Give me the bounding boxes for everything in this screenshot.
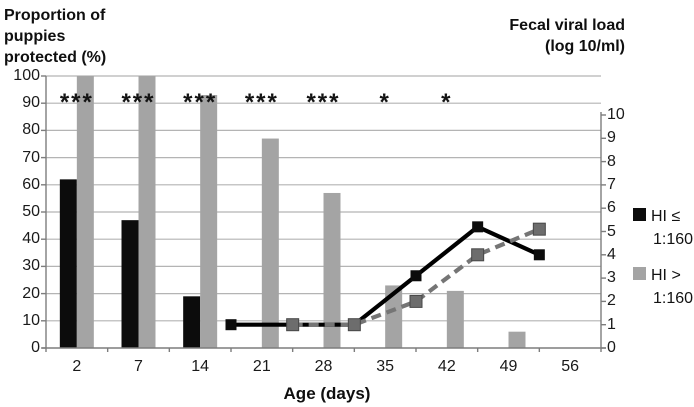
- bar-hi-gt-160-day-14: [200, 95, 218, 348]
- legend-item-hi-le-160: HI ≤ 1:160: [631, 205, 694, 251]
- x-axis-label-14: 14: [191, 358, 210, 375]
- left-axis-label-20: 20: [22, 284, 40, 302]
- right-axis-title-line2: (log 10/ml): [544, 38, 625, 55]
- legend-swatch-gray-square-icon: [633, 267, 646, 280]
- x-axis-label-28: 28: [314, 358, 333, 375]
- right-axis-label-1: 1: [607, 315, 616, 333]
- left-axis-label-0: 0: [31, 339, 40, 356]
- bar-hi-gt-160-day-49: [508, 331, 526, 348]
- x-axis-label-49: 49: [499, 358, 518, 375]
- marker-point-0: [286, 318, 300, 332]
- right-axis-label-6: 6: [607, 199, 616, 217]
- left-axis-title-line1: Proportion of: [4, 7, 106, 24]
- legend-label-line2: 1:160: [653, 231, 694, 248]
- x-axis-label-21: 21: [252, 358, 271, 375]
- right-axis-label-2: 2: [607, 292, 616, 310]
- right-axis-label-0: 0: [607, 339, 616, 356]
- x-axis-label-56: 56: [561, 358, 580, 375]
- significance-3star-day-14: ***: [183, 89, 218, 116]
- right-axis-label-8: 8: [607, 152, 616, 170]
- significance-3star-day-28: ***: [306, 89, 341, 116]
- significance-3star-day-7: ***: [121, 89, 156, 116]
- x-axis-title: Age (days): [283, 384, 371, 403]
- line-series-hi-gt-160: [286, 222, 546, 332]
- x-axis-label-42: 42: [437, 358, 456, 375]
- bar-hi-le-160-day-7: [121, 220, 139, 348]
- left-axis-title-line3: protected (%): [4, 49, 107, 66]
- legend-label-line1: HI >: [651, 267, 681, 284]
- left-axis-label-100: 100: [13, 67, 40, 84]
- right-axis-label-10: 10: [607, 106, 625, 123]
- line-path: [292, 227, 541, 327]
- marker-point-5: [533, 249, 545, 261]
- marker-point-4: [532, 222, 546, 236]
- left-axis-label-40: 40: [22, 230, 40, 248]
- left-axis-label-50: 50: [22, 203, 40, 220]
- left-axis-label-90: 90: [22, 94, 40, 112]
- marker-point-4: [472, 221, 484, 233]
- right-axis-title-line1: Fecal viral load: [509, 17, 625, 34]
- line-path: [231, 224, 541, 327]
- significance-1star-day-35: *: [379, 89, 391, 116]
- left-axis-title-line2: puppies: [4, 28, 66, 45]
- x-axis-label-7: 7: [134, 358, 143, 375]
- marker-point-0: [225, 319, 237, 331]
- bar-hi-gt-160-day-7: [138, 76, 156, 348]
- axes: [41, 75, 606, 352]
- bar-hi-gt-160-day-28: [323, 192, 341, 348]
- significance-3star-day-2: ***: [59, 89, 94, 116]
- significance-3star-day-21: ***: [244, 89, 279, 116]
- left-axis-label-10: 10: [22, 311, 40, 329]
- right-axis-label-5: 5: [607, 222, 616, 240]
- legend-label-line1: HI ≤: [651, 208, 681, 225]
- marker-point-1: [347, 318, 361, 332]
- left-axis-title: Proportion of puppies protected (%): [4, 5, 106, 68]
- left-axis-label-30: 30: [22, 257, 40, 275]
- right-axis-label-3: 3: [607, 269, 616, 287]
- left-axis-label-60: 60: [22, 175, 40, 193]
- left-axis-label-70: 70: [22, 148, 40, 166]
- bars: [59, 76, 526, 348]
- x-axis-label-2: 2: [72, 358, 82, 375]
- bar-hi-gt-160-day-35: [385, 285, 403, 348]
- legend-swatch-black-square-icon: [633, 208, 646, 221]
- legend: HI ≤ 1:160 HI > 1:160: [631, 205, 694, 323]
- legend-item-hi-gt-160: HI > 1:160: [631, 264, 694, 310]
- bar-hi-le-160-day-2: [59, 179, 77, 348]
- marker-point-3: [471, 248, 485, 262]
- legend-label-line2: 1:160: [653, 290, 694, 307]
- marker-point-3: [410, 270, 422, 282]
- marker-point-2: [409, 294, 423, 308]
- right-axis-label-9: 9: [607, 129, 616, 147]
- right-axis-title: Fecal viral load (log 10/ml): [420, 15, 625, 57]
- bar-hi-le-160-day-14: [183, 296, 201, 348]
- right-axis-label-7: 7: [607, 175, 616, 193]
- left-axis-label-80: 80: [22, 121, 40, 139]
- bar-hi-gt-160-day-21: [261, 138, 279, 348]
- bar-hi-gt-160-day-2: [76, 76, 94, 348]
- right-axis-label-4: 4: [607, 245, 616, 263]
- bar-hi-gt-160-day-42: [446, 290, 464, 348]
- x-axis-label-35: 35: [376, 358, 395, 375]
- significance-1star-day-42: *: [441, 89, 453, 116]
